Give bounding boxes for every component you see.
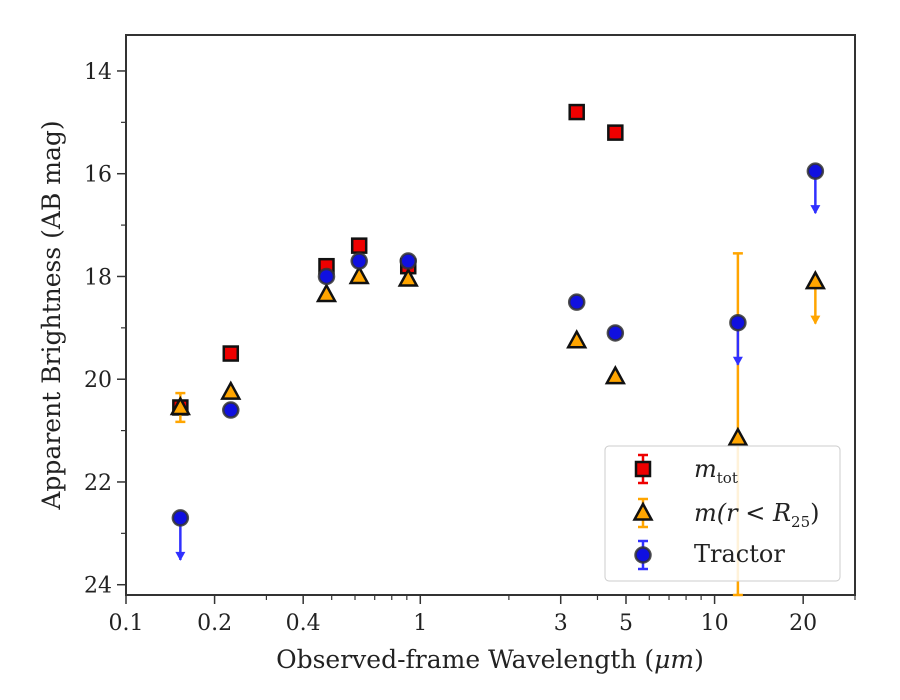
data-marks: [169, 103, 826, 597]
mr25-point: [220, 380, 242, 400]
x-axis-ticks: 0.1 0.2 0.4 1 3 5 10 20: [109, 595, 856, 636]
y-tick-label: 18: [84, 265, 112, 290]
tractor-point: [350, 252, 368, 270]
tractor-limit-arrow-head: [810, 205, 821, 215]
y-axis-label: Apparent Brightness (AB mag): [37, 120, 66, 510]
tractor-point: [567, 293, 586, 311]
legend-box: [604, 445, 841, 582]
mr25-point: [315, 282, 338, 303]
mtot-point: [607, 124, 624, 141]
tractor-point: [729, 313, 747, 332]
legend: mtot m(r < R25) Tractor: [604, 445, 841, 582]
legend-marker-mr25: [632, 501, 654, 521]
mr25-point: [348, 264, 370, 285]
legend-mr25-main: m(r < R: [694, 499, 791, 527]
legend-marker-tractor: [634, 546, 652, 564]
tractor-point: [222, 401, 240, 419]
x-tick-label: 0.2: [197, 611, 232, 636]
mr25-point: [397, 267, 419, 287]
x-tick-label: 0.4: [286, 611, 321, 636]
mr25-point: [727, 426, 749, 447]
y-tick-label: 16: [84, 163, 112, 188]
legend-marker-mtot: [634, 460, 652, 478]
mr25-limit-arrow-head: [810, 315, 821, 325]
plot-frame: [125, 34, 856, 596]
legend-mtot-main: m: [694, 455, 717, 483]
x-tick-label: 0.1: [109, 611, 144, 636]
legend-mr25-end: ): [810, 499, 819, 527]
tractor-limit-arrow-head: [175, 551, 186, 561]
x-tick-label: 20: [789, 611, 817, 636]
mr25-point: [804, 270, 826, 290]
tractor-point: [399, 252, 417, 270]
series-mtot: [172, 103, 624, 416]
tractor-point: [317, 267, 336, 286]
x-tick-label: 1: [413, 611, 427, 636]
y-tick-label: 14: [84, 60, 112, 85]
y-axis-ticks: 14 16 18 20 22 24: [84, 60, 126, 599]
x-tick-label: 3: [554, 611, 568, 636]
y-tick-label: 24: [84, 574, 112, 599]
x-axis-label: Observed-frame Wavelength (μm): [276, 645, 704, 674]
tractor-limit-arrow-head: [732, 356, 743, 366]
mr25-point: [566, 329, 588, 349]
x-axis-label-unit: μm: [654, 645, 694, 674]
tractor-point: [606, 324, 625, 342]
x-axis-label-prefix: Observed-frame Wavelength (: [276, 645, 654, 674]
mtot-point: [222, 345, 240, 362]
mtot-point: [568, 103, 585, 121]
legend-mtot-sub: tot: [717, 469, 738, 487]
mr25-point: [169, 395, 191, 416]
y-tick-label: 22: [84, 471, 112, 496]
y-tick-label: 20: [84, 368, 112, 393]
series-tractor: [171, 162, 825, 561]
tractor-point: [806, 162, 825, 180]
x-tick-label: 5: [619, 611, 633, 636]
tractor-point: [171, 509, 190, 527]
legend-mr25-sub: 25: [791, 513, 810, 531]
legend-label-tractor: Tractor: [694, 540, 785, 568]
legend-label-mtot: mtot: [694, 455, 738, 487]
mtot-point: [350, 237, 368, 254]
x-tick-label: 10: [701, 611, 729, 636]
x-axis-label-suffix: ): [694, 645, 704, 674]
mr25-point: [604, 365, 626, 385]
legend-markers: [632, 453, 654, 571]
legend-label-mr25: m(r < R25): [694, 499, 820, 531]
